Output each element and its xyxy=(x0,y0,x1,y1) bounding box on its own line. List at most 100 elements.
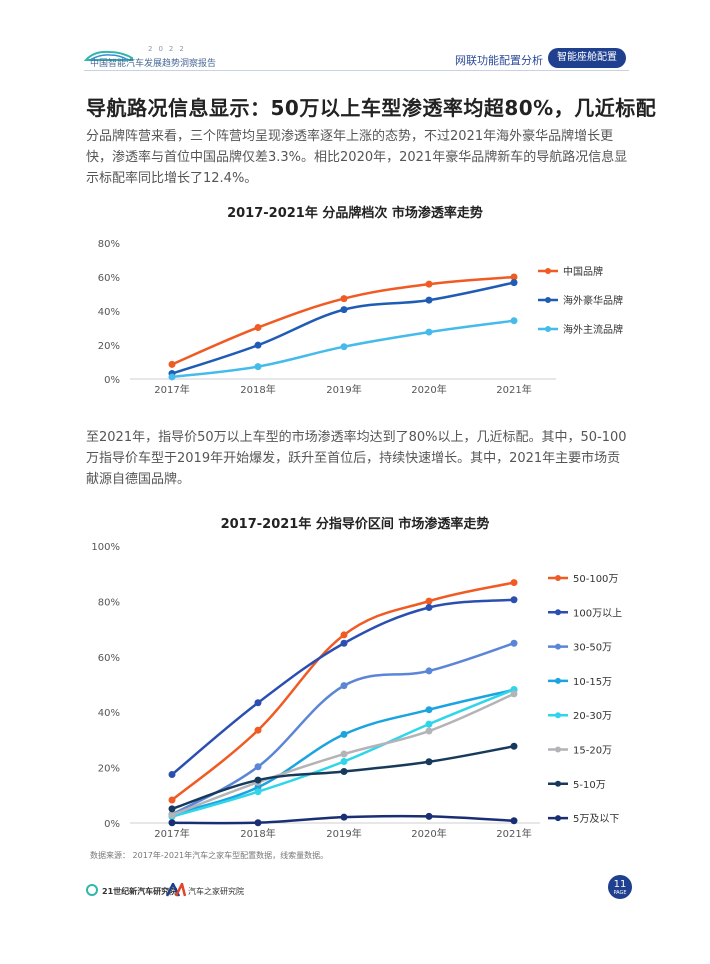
data-point xyxy=(510,817,518,825)
legend-marker xyxy=(545,268,551,274)
data-point xyxy=(340,813,348,821)
legend-label: 5-10万 xyxy=(573,780,606,791)
data-point xyxy=(425,296,433,304)
data-point xyxy=(425,706,433,714)
data-point xyxy=(254,341,262,349)
institute-logo-text: 21世纪新汽车研究院 xyxy=(102,887,178,896)
page-number: 11 xyxy=(613,879,627,890)
legend-label: 海外豪华品牌 xyxy=(563,294,623,307)
data-point xyxy=(168,811,176,819)
legend-label: 中国品牌 xyxy=(563,265,603,278)
legend-label: 海外主流品牌 xyxy=(563,323,623,336)
data-point xyxy=(340,343,348,351)
data-point xyxy=(168,373,176,381)
data-point xyxy=(510,596,518,604)
page-title: 导航路况信息显示：50万以上车型渗透率均超80%，几近标配 xyxy=(86,96,657,120)
legend-label: 10-15万 xyxy=(573,677,612,688)
legend-label: 50-100万 xyxy=(573,574,618,585)
analysis-paragraph: 至2021年，指导价50万以上车型的市场渗透率均达到了80%以上，几近标配。其中… xyxy=(86,430,627,487)
data-point xyxy=(510,639,518,647)
section-button[interactable]: 智能座舱配置 xyxy=(548,48,626,68)
report-logo-text: 中国智能汽车发展趋势洞察报告 xyxy=(90,59,217,69)
data-point xyxy=(425,812,433,820)
y-tick-label: 20% xyxy=(98,764,120,775)
data-point xyxy=(254,763,262,771)
x-tick-label: 2018年 xyxy=(240,827,275,840)
data-point xyxy=(510,579,518,587)
y-tick-label: 60% xyxy=(98,273,120,284)
data-point xyxy=(168,819,176,827)
y-tick-label: 0% xyxy=(104,375,120,386)
x-tick-label: 2020年 xyxy=(411,827,446,840)
series-line xyxy=(170,641,516,816)
data-point xyxy=(254,726,262,734)
data-point xyxy=(254,363,262,371)
chart1-title: 2017-2021年 分品牌档次 市场渗透率走势 xyxy=(227,206,483,221)
chart2-title: 2017-2021年 分指导价区间 市场渗透率走势 xyxy=(220,517,490,532)
y-tick-label: 100% xyxy=(91,542,120,553)
data-point xyxy=(510,742,518,750)
data-point xyxy=(340,631,348,639)
data-point xyxy=(425,603,433,611)
autohome-logo-icon xyxy=(166,883,186,897)
data-point xyxy=(340,750,348,758)
data-point xyxy=(168,771,176,779)
car-logo-icon xyxy=(84,50,133,61)
header-divider xyxy=(84,70,629,71)
data-point xyxy=(510,279,518,287)
y-tick-label: 0% xyxy=(104,819,120,830)
data-point xyxy=(254,323,262,331)
legend-marker xyxy=(555,746,561,753)
y-tick-label: 80% xyxy=(98,597,120,608)
page-number-badge: 11 PAGE xyxy=(608,875,632,899)
data-point xyxy=(340,682,348,690)
intro-paragraph: 分品牌阵营来看，三个阵营均呈现渗透率逐年上涨的态势，不过2021年海外豪华品牌增… xyxy=(86,129,628,186)
x-tick-label: 2017年 xyxy=(154,827,189,840)
data-point xyxy=(425,720,433,728)
x-tick-label: 2020年 xyxy=(411,383,446,396)
page-label: PAGE xyxy=(613,890,627,896)
x-tick-label: 2019年 xyxy=(326,827,361,840)
legend-marker xyxy=(555,677,561,684)
data-point xyxy=(425,727,433,735)
legend-marker xyxy=(555,575,561,581)
x-tick-label: 2021年 xyxy=(496,827,531,840)
data-source-note: 数据来源： 2017年-2021年汽车之家车型配置数据，线索量数据。 xyxy=(90,851,329,860)
data-point xyxy=(168,796,176,804)
data-point xyxy=(254,788,262,796)
autohome-logo-text: 汽车之家研究院 xyxy=(188,887,244,896)
x-tick-label: 2019年 xyxy=(326,383,361,396)
data-point xyxy=(254,699,262,707)
y-tick-label: 20% xyxy=(98,341,120,352)
legend-marker xyxy=(555,815,561,822)
legend-label: 30-50万 xyxy=(573,643,612,654)
legend-marker xyxy=(555,609,561,616)
legend-marker xyxy=(545,326,551,332)
data-point xyxy=(510,690,518,698)
data-point xyxy=(425,280,433,288)
data-point xyxy=(425,667,433,675)
data-point xyxy=(425,328,433,336)
data-point xyxy=(510,317,518,325)
legend-marker xyxy=(555,712,561,719)
institute-logo-icon xyxy=(86,884,98,896)
data-point xyxy=(425,758,433,766)
section-link[interactable]: 网联功能配置分析 xyxy=(455,54,543,67)
data-point xyxy=(168,805,176,813)
series-line xyxy=(170,581,516,802)
legend-label: 20-30万 xyxy=(573,711,612,722)
data-point xyxy=(254,819,262,827)
data-point xyxy=(168,360,176,368)
y-tick-label: 40% xyxy=(98,307,120,318)
x-tick-label: 2017年 xyxy=(154,383,189,396)
data-point xyxy=(425,597,433,605)
data-point xyxy=(340,767,348,775)
x-tick-label: 2018年 xyxy=(240,383,275,396)
data-point xyxy=(340,639,348,647)
y-tick-label: 40% xyxy=(98,708,120,719)
x-tick-label: 2021年 xyxy=(496,383,531,396)
legend-marker xyxy=(555,780,561,787)
data-point xyxy=(254,776,262,784)
